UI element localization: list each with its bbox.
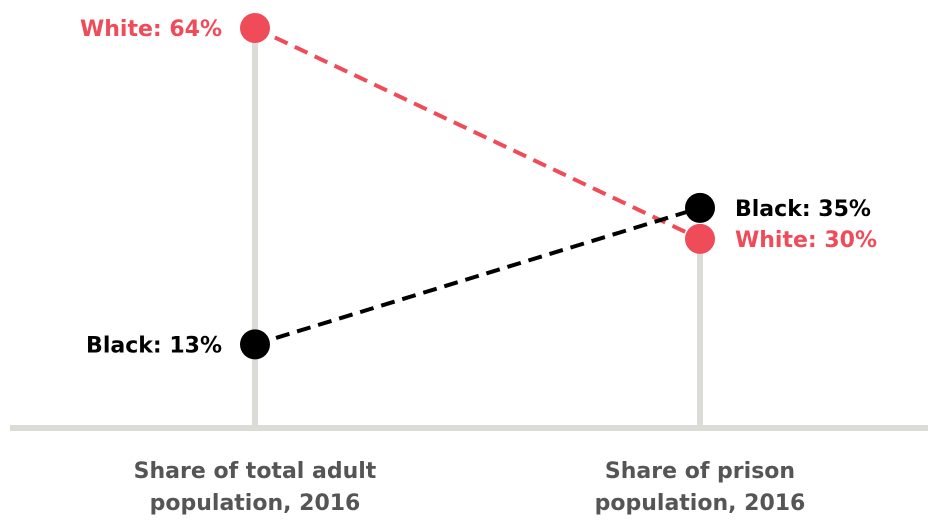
black-point-1 [240, 329, 270, 360]
series-lines [254, 26, 701, 347]
white-point-1 [240, 13, 270, 43]
category-label-2: Share of prison population, 2016 [595, 459, 806, 516]
point-labels: White: 64% White: 30% Black: 13% Black: 35% [80, 17, 877, 358]
white-series-line [254, 26, 701, 241]
series-points [240, 13, 715, 360]
black-point-2 [685, 192, 715, 223]
category-labels: Share of total adult population, 2016 Shar… [134, 459, 806, 516]
black-label-1: Black: 13% [86, 333, 222, 358]
white-point-2 [685, 223, 715, 254]
white-label-2: White: 30% [735, 228, 877, 253]
black-label-2: Black: 35% [735, 197, 871, 222]
category-axes [252, 28, 703, 428]
category-label-1: Share of total adult population, 2016 [134, 459, 377, 516]
black-series-line [254, 205, 701, 347]
white-label-1: White: 64% [80, 17, 222, 42]
